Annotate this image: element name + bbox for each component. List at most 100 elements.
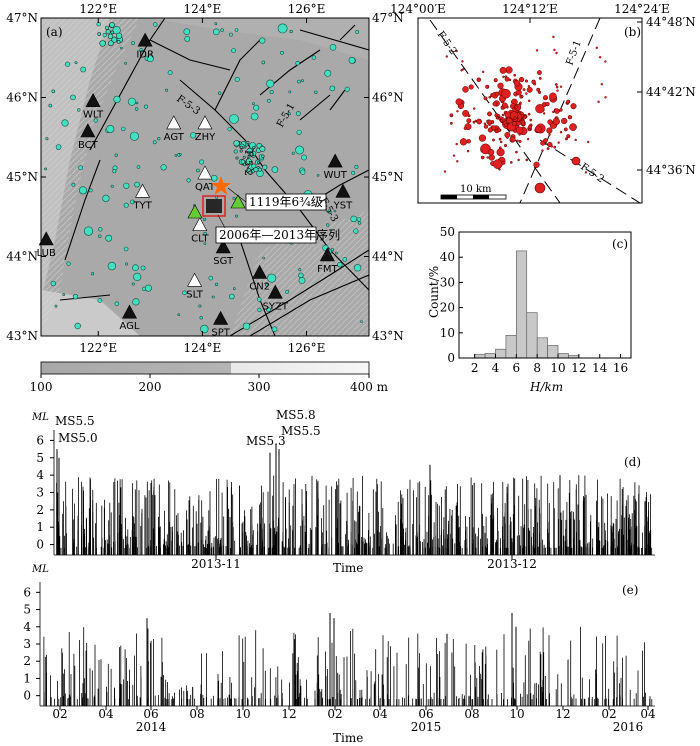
earthquake-marker bbox=[111, 36, 118, 43]
epicenter-marker bbox=[500, 119, 504, 123]
map-a-top-tick-label: 124°E bbox=[184, 2, 222, 16]
temporary-station-triangle-icon bbox=[197, 165, 213, 180]
earthquake-marker bbox=[354, 164, 359, 169]
earthquake-marker bbox=[102, 194, 110, 202]
earthquake-marker bbox=[259, 145, 266, 152]
map-b-ticks: 124°00′E 124°12′E 124°24′E44°48′N 44°42′N 44… bbox=[390, 2, 696, 177]
earthquake-marker bbox=[232, 196, 236, 200]
earthquake-marker bbox=[256, 297, 262, 302]
station-triangle-icon bbox=[319, 247, 335, 262]
earthquake-marker bbox=[186, 178, 191, 183]
earthquake-marker bbox=[146, 55, 154, 63]
panel-e-label: (e) bbox=[622, 583, 638, 597]
histogram-x-tick-label: 14 bbox=[592, 361, 608, 375]
earthquake-marker bbox=[228, 32, 233, 37]
station-triangle-icon bbox=[122, 304, 138, 319]
timeseries-e-x-tick-label: 10 bbox=[235, 707, 250, 721]
earthquake-marker bbox=[348, 56, 356, 64]
earthquake-marker bbox=[83, 226, 94, 236]
earthquake-marker bbox=[74, 322, 81, 330]
epicenter-marker bbox=[546, 127, 553, 134]
earthquake-marker bbox=[203, 231, 207, 236]
earthquake-marker bbox=[199, 316, 203, 320]
earthquake-marker bbox=[271, 166, 279, 173]
temporary-station-triangle-icon bbox=[187, 272, 203, 287]
histogram-bar bbox=[516, 250, 528, 359]
earthquake-marker bbox=[252, 102, 255, 106]
mainshock-star-icon bbox=[211, 176, 231, 195]
epicenter-marker bbox=[502, 75, 505, 79]
earthquake-marker bbox=[257, 307, 262, 313]
epicenter-marker bbox=[587, 140, 590, 144]
earthquake-marker bbox=[295, 145, 304, 155]
epicenter-marker bbox=[563, 127, 568, 132]
earthquake-marker bbox=[227, 127, 232, 132]
epicenter-marker bbox=[497, 114, 501, 118]
epicenter-marker bbox=[504, 111, 512, 118]
earthquake-marker bbox=[114, 153, 118, 157]
histogram-bar bbox=[557, 353, 569, 359]
epicenter-marker bbox=[443, 170, 447, 173]
map-a-left-tick-label: 46°N bbox=[6, 91, 38, 105]
epicenter-marker bbox=[466, 149, 470, 153]
map-a-right-tick-label: 47°N bbox=[372, 11, 404, 25]
earthquake-marker bbox=[144, 284, 152, 292]
epicenter-marker bbox=[570, 103, 577, 110]
earthquake-marker bbox=[245, 158, 252, 165]
earthquake-marker bbox=[177, 313, 181, 317]
earthquake-marker bbox=[152, 140, 157, 145]
sequence-label: 2006年—2013年序列 bbox=[219, 227, 340, 242]
earthquake-marker bbox=[64, 61, 71, 67]
epicenter-marker bbox=[485, 84, 490, 89]
histogram-bar bbox=[505, 335, 517, 359]
epicenter-marker bbox=[567, 115, 573, 120]
earthquake-marker bbox=[327, 209, 332, 214]
histogram-x-tick-label: 4 bbox=[492, 361, 500, 375]
epicenter-marker bbox=[566, 99, 571, 104]
earthquake-marker bbox=[165, 88, 169, 92]
map-a-ticks: 122°E 122°E 124°E 124°E 126°E 126°E 47°N 47°N 46… bbox=[6, 2, 404, 355]
station-label: AGT bbox=[164, 132, 185, 143]
earthquake-marker bbox=[80, 66, 87, 73]
epicenter-marker bbox=[499, 66, 507, 74]
earthquake-marker bbox=[234, 76, 240, 82]
epicenter-marker bbox=[466, 139, 471, 144]
earthquake-marker bbox=[316, 174, 320, 177]
earthquake-marker bbox=[243, 145, 247, 149]
epicenter-marker bbox=[461, 60, 464, 63]
earthquake-marker bbox=[239, 145, 243, 149]
timeseries-d-x-tick-label: 2013-12 bbox=[487, 557, 537, 571]
elevation-colorbar bbox=[40, 361, 370, 375]
epicenter-marker bbox=[504, 123, 508, 128]
earthquake-marker bbox=[288, 90, 292, 94]
map-a-earthquakes bbox=[44, 22, 363, 334]
epicenter-marker bbox=[543, 112, 546, 115]
histogram-bar bbox=[495, 348, 507, 359]
earthquake-marker bbox=[357, 221, 362, 225]
histogram-x-tick-label: 8 bbox=[533, 361, 541, 375]
earthquake-marker bbox=[355, 30, 360, 34]
earthquake-marker bbox=[70, 94, 76, 101]
earthquake-marker bbox=[262, 164, 268, 170]
timeseries-d-x-tick-label: 2013-11 bbox=[191, 557, 241, 571]
epicenter-marker bbox=[554, 108, 560, 114]
map-b-tick-label: 124°00′E bbox=[390, 2, 446, 16]
earthquake-marker bbox=[266, 307, 271, 312]
station-triangle-icon bbox=[327, 153, 343, 168]
earthquake-marker bbox=[262, 256, 265, 260]
epicenter-marker bbox=[533, 161, 540, 168]
epicenter-marker bbox=[534, 182, 546, 194]
epicenter-marker bbox=[462, 86, 469, 93]
earthquake-marker bbox=[78, 165, 83, 171]
station-triangle-icon bbox=[85, 93, 101, 107]
epicenter-marker bbox=[516, 139, 519, 142]
fault-line bbox=[89, 18, 166, 151]
station-triangle-icon bbox=[252, 264, 268, 279]
earthquake-marker bbox=[174, 154, 178, 157]
earthquake-marker bbox=[131, 282, 135, 286]
epicenter-marker bbox=[483, 122, 487, 125]
earthquake-marker bbox=[135, 101, 139, 105]
station-label: FMT bbox=[317, 264, 338, 275]
epicenter-marker bbox=[487, 149, 495, 156]
earthquake-marker bbox=[71, 182, 76, 187]
